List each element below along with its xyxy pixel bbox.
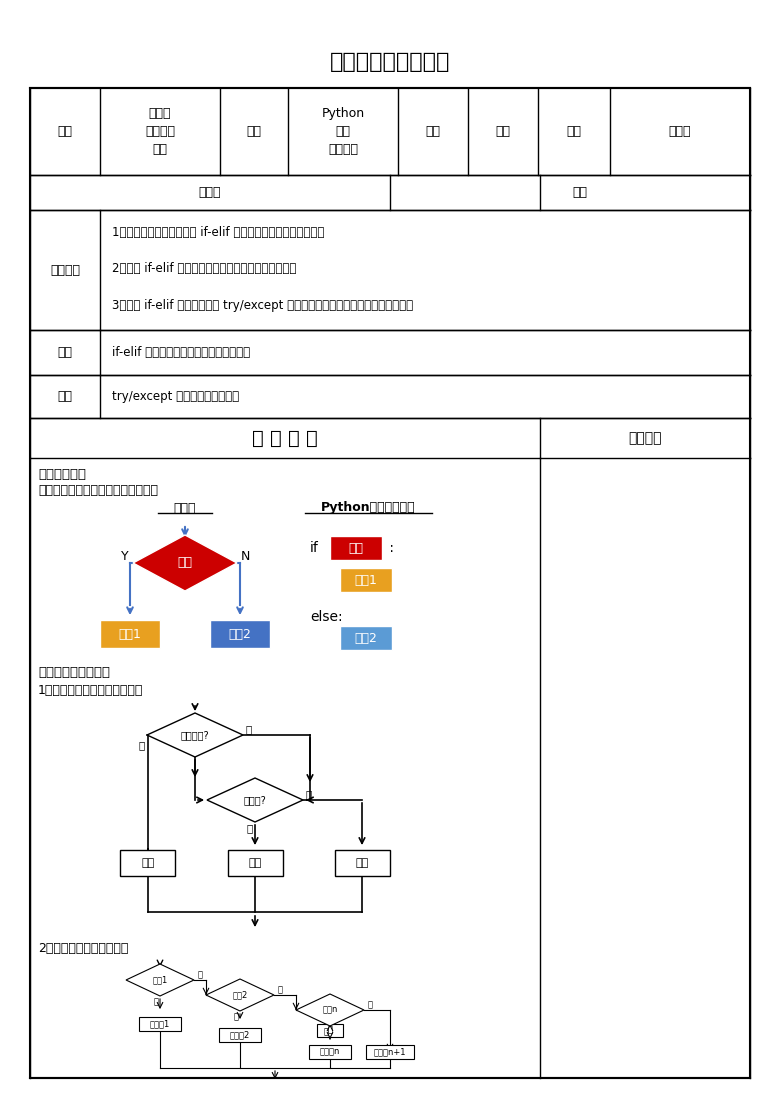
Text: 单元: 单元 bbox=[246, 125, 261, 138]
Text: 学科: 学科 bbox=[426, 125, 441, 138]
Text: 右转: 右转 bbox=[356, 858, 369, 868]
FancyBboxPatch shape bbox=[228, 850, 283, 876]
Polygon shape bbox=[207, 778, 303, 822]
Text: 难点: 难点 bbox=[58, 390, 73, 403]
Text: 真: 真 bbox=[233, 1013, 239, 1021]
Text: 回顾分支结构的流程图和语句格式：: 回顾分支结构的流程图和语句格式： bbox=[38, 484, 158, 497]
Text: 2、总结多分支结构流程图: 2、总结多分支结构流程图 bbox=[38, 942, 129, 954]
Text: 语句1: 语句1 bbox=[355, 574, 378, 587]
Text: 1、了解多分支结构，理解 if-elif 条件语句的格式和执行流程。: 1、了解多分支结构，理解 if-elif 条件语句的格式和执行流程。 bbox=[112, 225, 324, 238]
Text: try/except 语句的格式和功能。: try/except 语句的格式和功能。 bbox=[112, 390, 239, 403]
FancyBboxPatch shape bbox=[335, 850, 390, 876]
Text: 语句组n: 语句组n bbox=[320, 1048, 340, 1057]
Text: 年级: 年级 bbox=[566, 125, 582, 138]
Text: 语句组1: 语句组1 bbox=[150, 1019, 170, 1028]
Text: else:: else: bbox=[310, 610, 342, 624]
Text: 时间: 时间 bbox=[573, 186, 587, 199]
Text: 信息: 信息 bbox=[495, 125, 510, 138]
Text: Y: Y bbox=[122, 550, 129, 564]
Text: 真: 真 bbox=[139, 740, 145, 750]
Text: 假: 假 bbox=[368, 1000, 373, 1009]
Text: 条件2: 条件2 bbox=[232, 990, 247, 999]
Text: 1、生活实例：分岔路口的选择: 1、生活实例：分岔路口的选择 bbox=[38, 684, 144, 696]
Text: 条件n: 条件n bbox=[322, 1006, 338, 1015]
FancyBboxPatch shape bbox=[340, 627, 392, 650]
Text: 假: 假 bbox=[278, 985, 283, 995]
FancyBboxPatch shape bbox=[30, 88, 750, 1078]
Text: 假: 假 bbox=[306, 789, 312, 799]
FancyBboxPatch shape bbox=[330, 536, 382, 560]
Text: N: N bbox=[241, 550, 250, 564]
FancyBboxPatch shape bbox=[309, 1045, 351, 1059]
Text: 前进: 前进 bbox=[248, 858, 261, 868]
Text: Python
程序
基本结构: Python 程序 基本结构 bbox=[321, 107, 364, 156]
Text: 条件: 条件 bbox=[178, 557, 193, 569]
Text: :: : bbox=[385, 540, 394, 555]
Text: 重点: 重点 bbox=[58, 346, 73, 358]
Text: if-elif 条件语句的一般格式与执行流程。: if-elif 条件语句的一般格式与执行流程。 bbox=[112, 346, 250, 358]
Text: 左转: 左转 bbox=[141, 858, 154, 868]
Text: 真: 真 bbox=[324, 1028, 328, 1037]
FancyBboxPatch shape bbox=[120, 850, 175, 876]
FancyBboxPatch shape bbox=[139, 1017, 181, 1031]
Text: 假: 假 bbox=[246, 724, 252, 733]
Text: 二次备课: 二次备课 bbox=[628, 431, 661, 445]
Polygon shape bbox=[126, 964, 194, 996]
Polygon shape bbox=[206, 979, 274, 1011]
FancyBboxPatch shape bbox=[366, 1045, 414, 1059]
Text: 二、认识多分支结构: 二、认识多分支结构 bbox=[38, 666, 110, 679]
Polygon shape bbox=[133, 535, 237, 591]
Text: 教 学 过 程: 教 学 过 程 bbox=[252, 428, 318, 448]
Text: 真: 真 bbox=[328, 1026, 332, 1035]
Text: 条件1: 条件1 bbox=[152, 975, 168, 985]
Polygon shape bbox=[296, 994, 364, 1026]
Text: 去学校?: 去学校? bbox=[243, 795, 267, 805]
Text: 去图书馆?: 去图书馆? bbox=[181, 730, 209, 740]
Text: 语句组n+1: 语句组n+1 bbox=[374, 1048, 406, 1057]
Text: 主备人: 主备人 bbox=[199, 186, 222, 199]
Text: 一、复习回顾: 一、复习回顾 bbox=[38, 468, 86, 481]
FancyBboxPatch shape bbox=[100, 620, 160, 647]
Polygon shape bbox=[147, 713, 243, 757]
Text: 流程图: 流程图 bbox=[174, 502, 197, 514]
Text: 真: 真 bbox=[247, 823, 254, 833]
FancyBboxPatch shape bbox=[210, 620, 270, 647]
Text: 语句2: 语句2 bbox=[355, 632, 378, 644]
Text: 假: 假 bbox=[198, 971, 203, 979]
Text: Python程序代码格式: Python程序代码格式 bbox=[321, 502, 415, 514]
Text: 教学目标: 教学目标 bbox=[50, 264, 80, 277]
Text: 课题: 课题 bbox=[58, 125, 73, 138]
FancyBboxPatch shape bbox=[219, 1028, 261, 1042]
Text: 真: 真 bbox=[154, 997, 158, 1007]
Text: 多分支
结构程序
设计: 多分支 结构程序 设计 bbox=[145, 107, 175, 156]
Text: 多分支结构程序设计: 多分支结构程序设计 bbox=[330, 52, 450, 72]
Text: 3、理解 if-elif 条件语句中的 try/except 语句的格式和功能，并能进行实际应用。: 3、理解 if-elif 条件语句中的 try/except 语句的格式和功能，… bbox=[112, 300, 413, 312]
Text: 2、理解 if-elif 条件语句解决问题的一般步骤和方法。: 2、理解 if-elif 条件语句解决问题的一般步骤和方法。 bbox=[112, 263, 296, 276]
FancyBboxPatch shape bbox=[317, 1024, 343, 1037]
Text: 语句2: 语句2 bbox=[229, 628, 251, 641]
FancyBboxPatch shape bbox=[340, 568, 392, 592]
Text: 语句1: 语句1 bbox=[119, 628, 141, 641]
Text: if: if bbox=[310, 540, 319, 555]
Text: 语句组2: 语句组2 bbox=[230, 1030, 250, 1039]
Text: 八年级: 八年级 bbox=[668, 125, 691, 138]
Text: 条件: 条件 bbox=[349, 542, 363, 555]
